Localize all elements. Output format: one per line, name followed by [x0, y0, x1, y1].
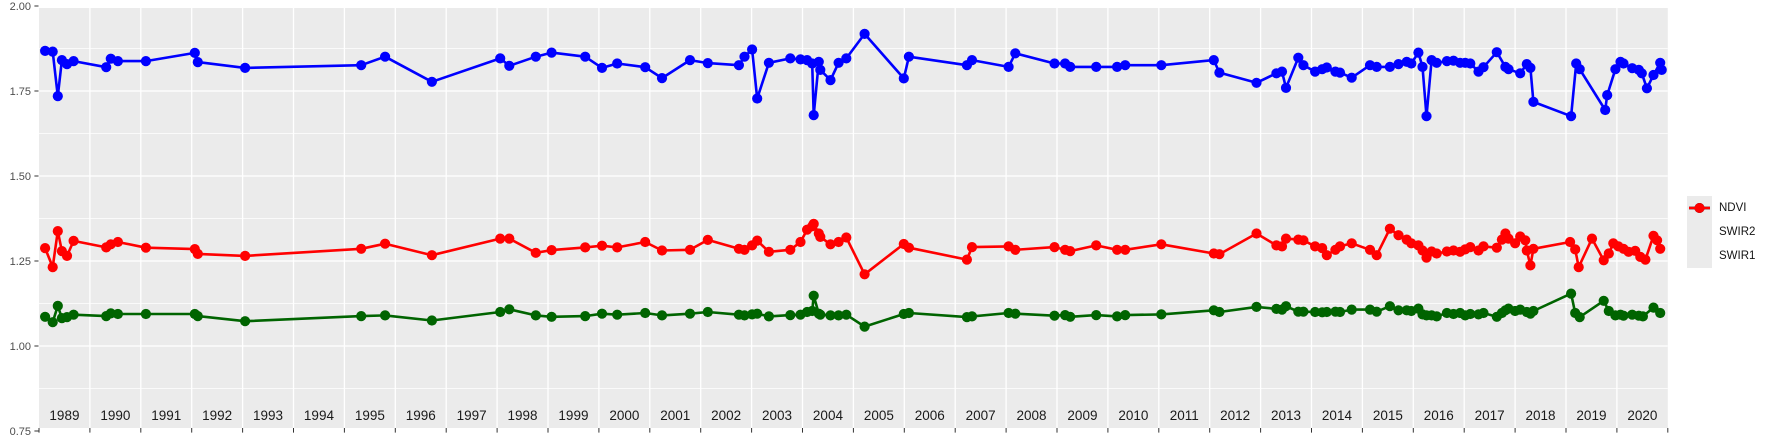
svg-text:2004: 2004 [813, 408, 844, 423]
svg-text:1991: 1991 [151, 408, 181, 423]
svg-text:2016: 2016 [1424, 408, 1454, 423]
svg-text:2013: 2013 [1271, 408, 1301, 423]
svg-text:2003: 2003 [762, 408, 792, 423]
series-ndvi [40, 28, 1667, 122]
svg-text:2008: 2008 [1017, 408, 1047, 423]
legend-item-swir2: SWIR2 [1687, 203, 1756, 244]
axis-ticks [34, 5, 1669, 433]
series-swir2 [40, 288, 1666, 332]
svg-text:1989: 1989 [49, 408, 79, 423]
svg-text:1995: 1995 [355, 408, 385, 423]
svg-text:2020: 2020 [1627, 408, 1657, 423]
svg-text:2010: 2010 [1118, 408, 1148, 423]
svg-text:2012: 2012 [1220, 408, 1250, 423]
svg-text:2014: 2014 [1322, 408, 1353, 423]
svg-text:2019: 2019 [1576, 408, 1606, 423]
svg-text:2002: 2002 [711, 408, 741, 423]
svg-text:1990: 1990 [100, 408, 130, 423]
svg-text:2011: 2011 [1170, 408, 1199, 423]
svg-text:1998: 1998 [508, 408, 538, 423]
x-axis-labels: 1989 1990 1991 1992 1993 1994 1995 1996 1997 1998… [49, 408, 1657, 423]
svg-text:2009: 2009 [1067, 408, 1097, 423]
legend-label-swir1: SWIR1 [1719, 250, 1756, 262]
svg-text:2017: 2017 [1475, 408, 1505, 423]
legend-label-swir2: SWIR2 [1719, 226, 1756, 238]
legend-key-swir2-icon [1687, 203, 1712, 244]
svg-text:2.00: 2.00 [10, 1, 31, 13]
legend: NDVI SWIR2 SWIR1 [1687, 196, 1755, 268]
svg-text:1997: 1997 [457, 408, 487, 423]
legend-key-swir1-icon [1687, 203, 1712, 268]
gridlines [39, 8, 1668, 428]
svg-text:1.50: 1.50 [10, 171, 31, 183]
svg-text:1993: 1993 [253, 408, 283, 423]
svg-text:2000: 2000 [609, 408, 639, 423]
svg-text:2005: 2005 [864, 408, 894, 423]
series-group [40, 28, 1667, 332]
svg-text:1999: 1999 [558, 408, 588, 423]
svg-text:2006: 2006 [915, 408, 945, 423]
svg-text:1.00: 1.00 [10, 341, 31, 353]
legend-label-ndvi: NDVI [1719, 202, 1747, 214]
y-axis-labels: 0.75 1.00 1.25 1.50 1.75 2.00 [10, 1, 31, 438]
svg-text:1996: 1996 [406, 408, 436, 423]
svg-text:1.75: 1.75 [10, 86, 31, 98]
svg-text:1994: 1994 [304, 408, 335, 423]
svg-text:2001: 2001 [660, 408, 690, 423]
series-swir1 [40, 218, 1666, 280]
svg-text:1.25: 1.25 [10, 256, 31, 268]
svg-text:2007: 2007 [966, 408, 996, 423]
svg-text:2015: 2015 [1373, 408, 1403, 423]
svg-text:2018: 2018 [1526, 408, 1556, 423]
svg-text:0.75: 0.75 [10, 426, 31, 438]
svg-text:1992: 1992 [202, 408, 232, 423]
legend-item-swir1: SWIR1 [1687, 203, 1756, 268]
